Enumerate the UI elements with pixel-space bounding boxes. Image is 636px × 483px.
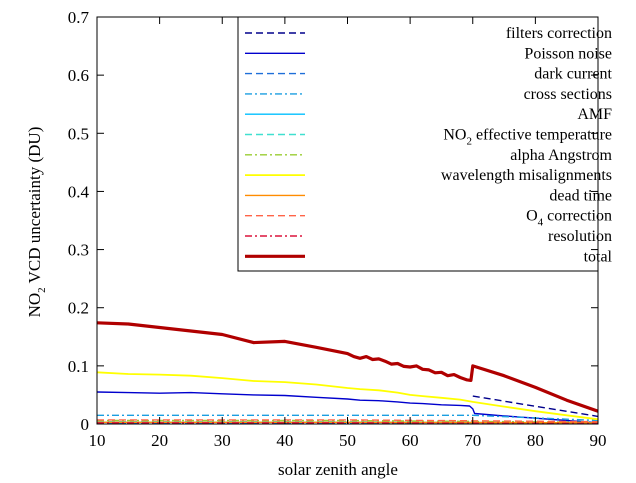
y-tick-label: 0.2 [68, 299, 89, 318]
legend-label-7: wavelength misalignments [441, 167, 612, 184]
series-line-7 [97, 371, 598, 421]
legend-label-4: AMF [577, 106, 612, 123]
y-tick-label: 0.7 [68, 8, 90, 27]
y-axis-title: NO2 VCD uncertainty (DU) [25, 127, 48, 318]
x-tick-label: 60 [402, 431, 419, 450]
x-tick-label: 20 [151, 431, 168, 450]
y-tick-label: 0.1 [68, 357, 89, 376]
y-tick-label: 0.5 [68, 124, 89, 143]
legend: filters correction Poisson noise dark curr… [237, 16, 613, 272]
x-tick-label: 70 [464, 431, 481, 450]
x-tick-label: 50 [339, 431, 356, 450]
legend-label-0: filters correction [506, 25, 612, 42]
legend-label-3: cross sections [524, 86, 612, 103]
series-line-1 [97, 391, 598, 424]
x-axis-title: solar zenith angle [278, 460, 398, 479]
legend-label-8: dead time [549, 187, 612, 204]
y-axis-title-suffix: VCD uncertainty (DU) [25, 127, 44, 288]
x-tick-label: 90 [590, 431, 607, 450]
legend-label-6: alpha Angstrom [510, 147, 612, 164]
series-line-9 [97, 419, 598, 423]
y-tick-label: 0.3 [68, 241, 89, 260]
y-axis-title-sub: 2 [36, 287, 48, 293]
y-tick-label: 0.4 [68, 182, 90, 201]
legend-label-2: dark current [534, 66, 612, 83]
legend-label-1: Poisson noise [524, 45, 612, 62]
y-tick-label: 0 [81, 415, 90, 434]
legend-box [237, 16, 599, 272]
x-tick-label: 10 [89, 431, 106, 450]
legend-label-5: NO2 effective temperature [443, 127, 612, 148]
legend-label-10: resolution [548, 228, 612, 245]
series-line-11 [97, 321, 598, 413]
y-tick-label: 0.6 [68, 66, 89, 85]
plot-area [97, 321, 598, 424]
x-tick-label: 80 [527, 431, 544, 450]
x-tick-label: 30 [214, 431, 231, 450]
series-group [97, 321, 598, 424]
legend-label-9: O4 correction [526, 208, 612, 229]
y-axis-title-prefix: NO [25, 293, 44, 318]
axes: 10 20 30 40 50 60 70 80 90 0 0.1 0.2 0.3 0.4 0.5 0.6 0.7 [68, 8, 607, 450]
series-line-0-segment [472, 395, 598, 418]
x-tick-label: 40 [276, 431, 293, 450]
